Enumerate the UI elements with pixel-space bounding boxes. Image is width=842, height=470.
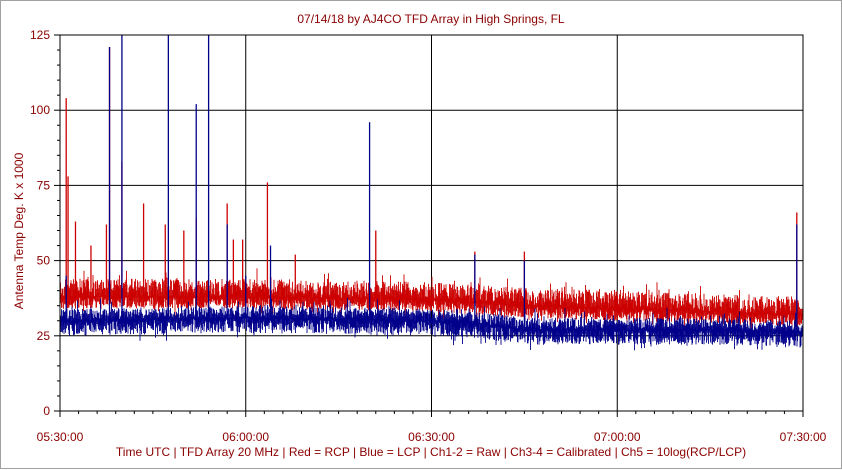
x-axis-label: Time UTC | TFD Array 20 MHz | Red = RCP … xyxy=(116,445,746,459)
x-tick-label: 06:00:00 xyxy=(222,430,269,444)
x-tick-label: 07:30:00 xyxy=(780,430,827,444)
x-tick-label: 06:30:00 xyxy=(408,430,455,444)
chart-title: 07/14/18 by AJ4CO TFD Array in High Spri… xyxy=(297,12,565,26)
y-tick-label: 25 xyxy=(37,329,51,343)
x-tick-label: 05:30:00 xyxy=(37,430,84,444)
series-layer xyxy=(59,35,804,351)
y-tick-label: 0 xyxy=(43,404,50,418)
grid xyxy=(60,35,803,411)
y-tick-label: 50 xyxy=(37,254,51,268)
y-tick-label: 100 xyxy=(30,103,50,117)
y-tick-label: 75 xyxy=(37,178,51,192)
series-rcp xyxy=(59,47,804,330)
y-tick-label: 125 xyxy=(30,28,50,42)
y-axis-label: Antenna Temp Deg. K x 1000 xyxy=(12,152,26,309)
x-tick-label: 07:00:00 xyxy=(594,430,641,444)
axis-ticks: 0 25 50 75 100 125 05:30:00 06:00:00 06:30:00 07:… xyxy=(30,28,827,444)
